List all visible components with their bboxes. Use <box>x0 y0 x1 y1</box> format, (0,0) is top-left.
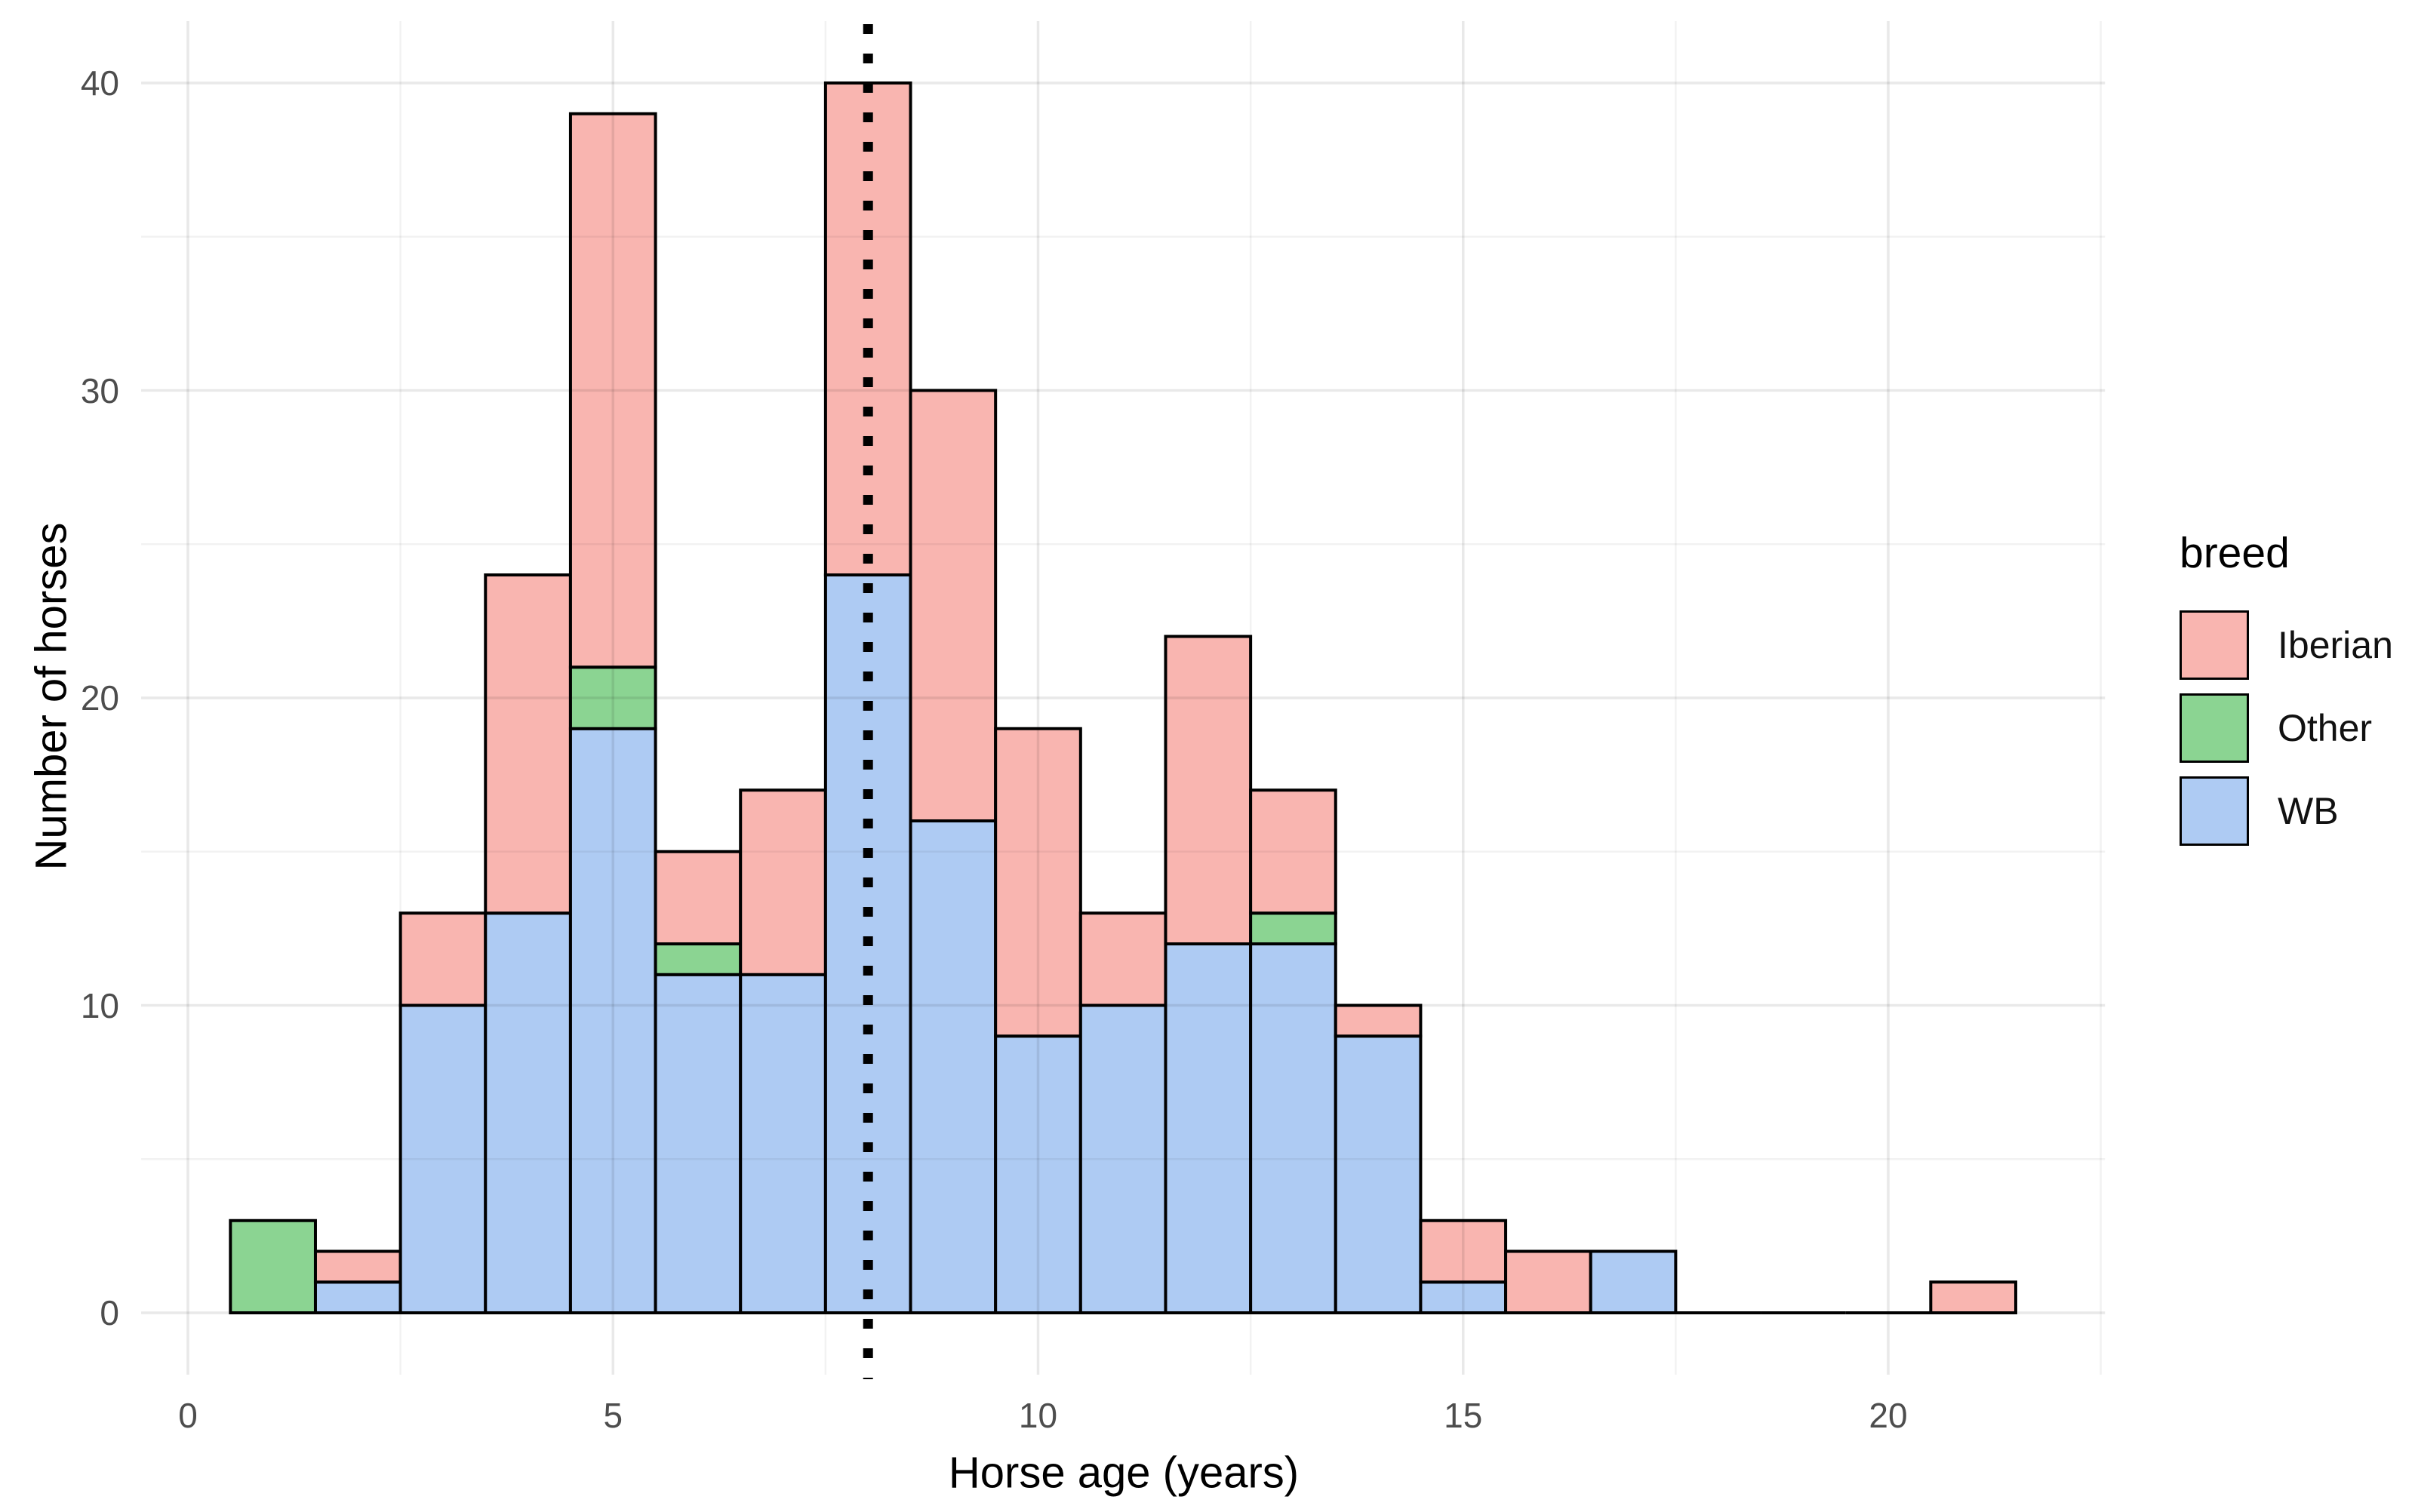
bar-segment-wb <box>484 911 572 1314</box>
bar-segment-iberian <box>1249 788 1337 915</box>
legend-items: Iberian Other WB <box>2180 608 2393 848</box>
bar-segment-iberian <box>313 1249 402 1284</box>
y-tick-label: 40 <box>80 63 119 103</box>
bar-segment-other <box>1249 911 1337 945</box>
bar-segment-iberian <box>1504 1249 1592 1314</box>
x-tick-label: 10 <box>1018 1396 1058 1435</box>
bar-segment-wb <box>1334 1034 1423 1314</box>
legend-key-swatch <box>2180 693 2249 763</box>
bar-segment-wb <box>313 1280 402 1314</box>
legend-item-label: Iberian <box>2278 624 2393 666</box>
legend: breed Iberian Other WB <box>2180 528 2393 857</box>
legend-key-swatch <box>2180 610 2249 680</box>
bar-segment-iberian <box>823 81 912 576</box>
bar-segment-iberian <box>398 911 488 1007</box>
bar-segment-other <box>654 942 743 976</box>
x-tick-label: 0 <box>178 1396 198 1435</box>
bar-segment-wb <box>1164 942 1253 1314</box>
bar-segment-wb <box>1589 1249 1678 1314</box>
bar-segment-other <box>229 1219 317 1314</box>
bar-segment-wb <box>1078 1003 1168 1314</box>
legend-key-swatch <box>2180 776 2249 846</box>
bar-segment-iberian <box>484 573 572 915</box>
bar-segment-wb <box>654 973 743 1314</box>
bar-segment-iberian <box>1419 1219 1508 1284</box>
y-tick-label: 20 <box>80 678 119 718</box>
legend-item: Other <box>2180 691 2393 765</box>
legend-item: WB <box>2180 774 2393 848</box>
y-tick-label: 30 <box>80 370 119 410</box>
bar-segment-iberian <box>1929 1280 2017 1314</box>
bar-segment-wb <box>994 1034 1082 1314</box>
bar-segment-wb <box>398 1003 488 1314</box>
bar-segment-iberian <box>1078 911 1168 1007</box>
legend-item: Iberian <box>2180 608 2393 682</box>
legend-title: breed <box>2180 529 2290 577</box>
bar-segment-iberian <box>909 389 998 822</box>
legend-item-label: Other <box>2278 707 2373 749</box>
bar-segment-wb <box>739 973 827 1314</box>
bar-segment-iberian <box>1164 635 1253 945</box>
bar-segment-iberian <box>1334 1003 1423 1038</box>
bar-segment-iberian <box>568 112 657 669</box>
x-tick-label: 20 <box>1869 1396 1908 1435</box>
bar-segment-wb <box>1249 942 1337 1314</box>
x-tick-label: 15 <box>1444 1396 1483 1435</box>
bar-segment-iberian <box>654 850 743 945</box>
bar-segment-wb <box>909 819 998 1314</box>
bar-segment-iberian <box>739 788 827 976</box>
bar-segment-iberian <box>994 727 1082 1038</box>
y-tick-label: 10 <box>80 985 119 1025</box>
y-tick-label: 0 <box>100 1293 119 1332</box>
legend-item-label: WB <box>2278 790 2339 832</box>
bar-segment-wb <box>568 727 657 1314</box>
x-tick-label: 5 <box>603 1396 623 1435</box>
x-axis-title: Horse age (years) <box>948 1448 1300 1498</box>
